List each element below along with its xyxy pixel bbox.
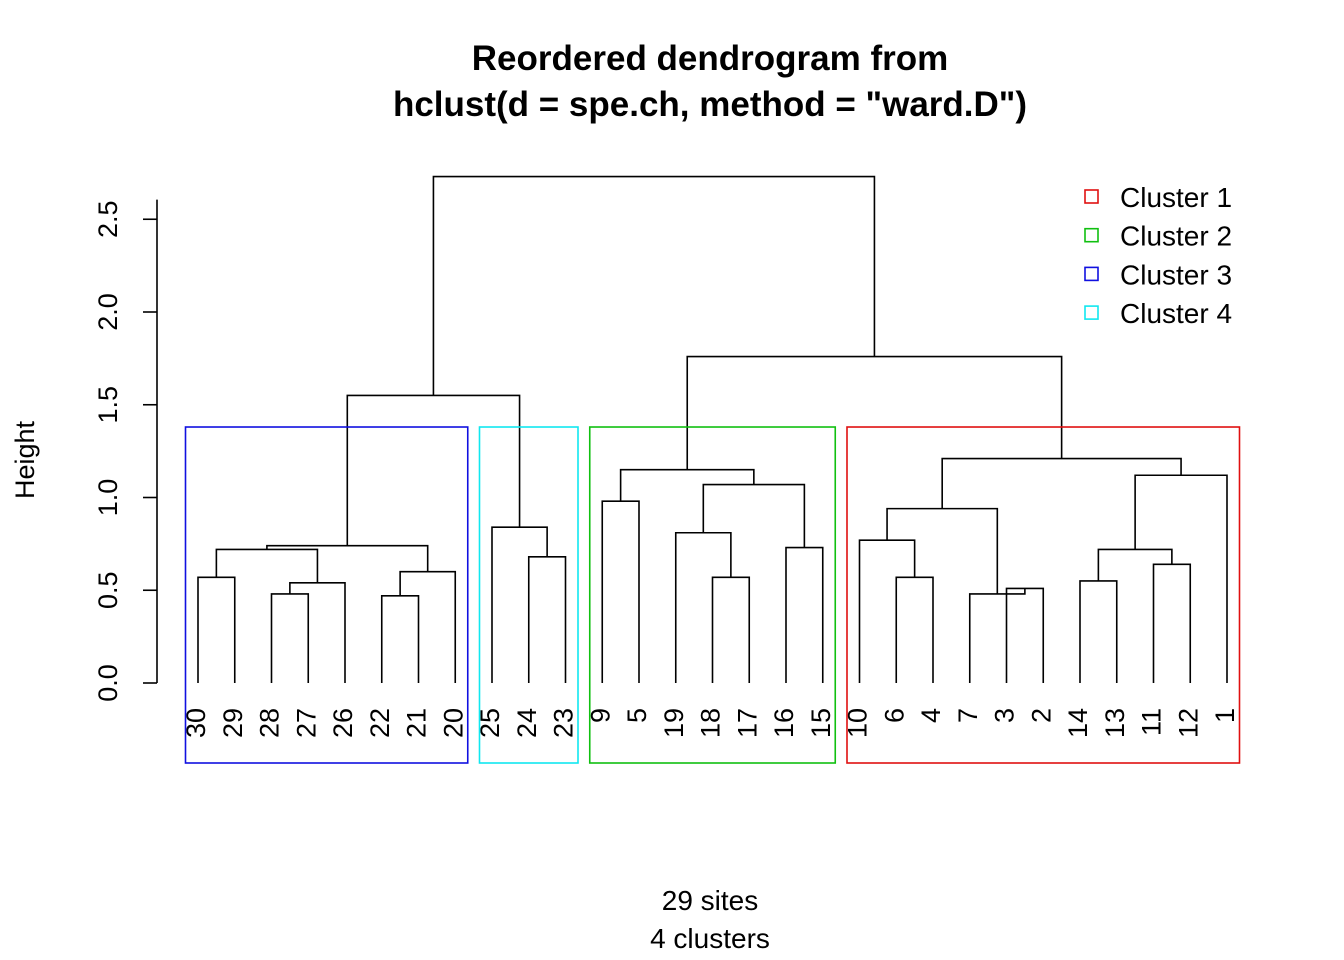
dendrogram-branch bbox=[686, 355, 1063, 470]
dendrogram-branch bbox=[346, 394, 521, 546]
cluster-box bbox=[588, 426, 837, 764]
legend-swatch bbox=[1084, 189, 1099, 204]
leaf-label: 7 bbox=[953, 708, 983, 723]
dendrogram-branch bbox=[886, 507, 999, 594]
dendrogram-branch bbox=[399, 570, 457, 683]
cluster-box bbox=[478, 426, 579, 764]
leaf-label: 14 bbox=[1063, 708, 1093, 738]
x-axis-label-line1: 29 sites bbox=[662, 885, 759, 916]
leaf-label: 21 bbox=[402, 708, 432, 738]
y-tick-label: 0.0 bbox=[93, 664, 123, 702]
leaf-label: 15 bbox=[806, 708, 836, 738]
legend-entry: Cluster 2 bbox=[1120, 221, 1232, 252]
dendrogram-branch bbox=[858, 539, 916, 683]
legend: Cluster 1 Cluster 2 Cluster 3 Cluster 4 bbox=[1084, 182, 1232, 329]
dendrogram-branch bbox=[619, 468, 755, 502]
leaf-label: 5 bbox=[622, 708, 652, 723]
dendrogram-branch bbox=[941, 457, 1182, 509]
leaf-label: 20 bbox=[438, 708, 468, 738]
y-tick-label: 2.5 bbox=[93, 200, 123, 238]
y-tick-label: 1.5 bbox=[93, 386, 123, 424]
leaf-label: 29 bbox=[218, 708, 248, 738]
leaf-label: 12 bbox=[1173, 708, 1203, 738]
legend-entry: Cluster 4 bbox=[1120, 298, 1232, 329]
leaf-labels: 30 29 28 27 26 22 21 20 25 24 23 9 5 19 18 17 16 15 10 6 4 7 3… bbox=[181, 708, 1240, 738]
y-axis-label: Height bbox=[10, 420, 40, 499]
dendrogram-branch bbox=[1134, 474, 1228, 683]
y-axis: 0.0 0.5 1.0 1.5 2.0 2.5 bbox=[93, 199, 158, 702]
dendrogram-branch bbox=[1079, 580, 1118, 683]
dendrogram-branch bbox=[895, 576, 934, 683]
leaf-label: 2 bbox=[1026, 708, 1056, 723]
legend-swatch bbox=[1084, 266, 1099, 282]
legend-swatch bbox=[1084, 227, 1099, 243]
leaf-label: 1 bbox=[1210, 708, 1240, 723]
cluster-box bbox=[184, 426, 469, 764]
y-tick-label: 1.0 bbox=[93, 479, 123, 517]
dendrogram-branch bbox=[432, 175, 876, 396]
chart-title: Reordered dendrogram from bbox=[472, 39, 948, 78]
dendrogram-branch bbox=[711, 576, 751, 683]
leaf-label: 11 bbox=[1137, 708, 1167, 736]
dendrogram-branch bbox=[785, 546, 824, 683]
leaf-label: 16 bbox=[769, 708, 799, 738]
dendrogram-branch bbox=[1097, 548, 1173, 581]
x-axis-label-line2: 4 clusters bbox=[650, 923, 770, 954]
dendrogram-branches bbox=[197, 175, 1228, 683]
legend-entry: Cluster 3 bbox=[1120, 259, 1232, 290]
legend-swatch bbox=[1084, 305, 1099, 320]
dendrogram-branch bbox=[1152, 563, 1192, 683]
leaf-label: 27 bbox=[291, 708, 321, 738]
dendrogram-branch bbox=[968, 588, 1026, 683]
dendrogram-branch bbox=[197, 576, 236, 683]
leaf-label: 3 bbox=[990, 708, 1020, 723]
dendrogram-branch bbox=[491, 526, 548, 683]
y-tick-label: 2.0 bbox=[93, 293, 123, 331]
leaf-label: 9 bbox=[585, 708, 615, 723]
dendrogram-branch bbox=[601, 500, 640, 683]
dendrogram-branch bbox=[527, 556, 567, 683]
dendrogram-branch bbox=[674, 531, 732, 683]
leaf-label: 13 bbox=[1100, 708, 1130, 738]
dendrogram-branch bbox=[270, 593, 310, 683]
leaf-label: 19 bbox=[659, 708, 689, 738]
leaf-label: 17 bbox=[732, 708, 762, 738]
chart-title-line2: hclust(d = spe.ch, method = "ward.D") bbox=[393, 85, 1027, 124]
cluster-boxes bbox=[184, 426, 1241, 764]
leaf-label: 26 bbox=[328, 708, 358, 738]
cluster-box bbox=[846, 426, 1241, 764]
dendrogram-branch bbox=[1005, 587, 1045, 683]
leaf-label: 24 bbox=[512, 708, 542, 738]
legend-entry: Cluster 1 bbox=[1120, 182, 1232, 213]
dendrogram-branch bbox=[380, 595, 420, 683]
leaf-label: 28 bbox=[255, 708, 285, 738]
dendrogram-branch bbox=[702, 483, 806, 548]
leaf-label: 4 bbox=[916, 708, 946, 723]
dendrogram-branch bbox=[289, 582, 346, 683]
leaf-label: 6 bbox=[879, 708, 909, 723]
y-tick-label: 0.5 bbox=[93, 571, 123, 609]
leaf-label: 18 bbox=[696, 708, 726, 738]
leaf-label: 23 bbox=[549, 708, 579, 738]
leaf-label: 22 bbox=[365, 708, 395, 738]
